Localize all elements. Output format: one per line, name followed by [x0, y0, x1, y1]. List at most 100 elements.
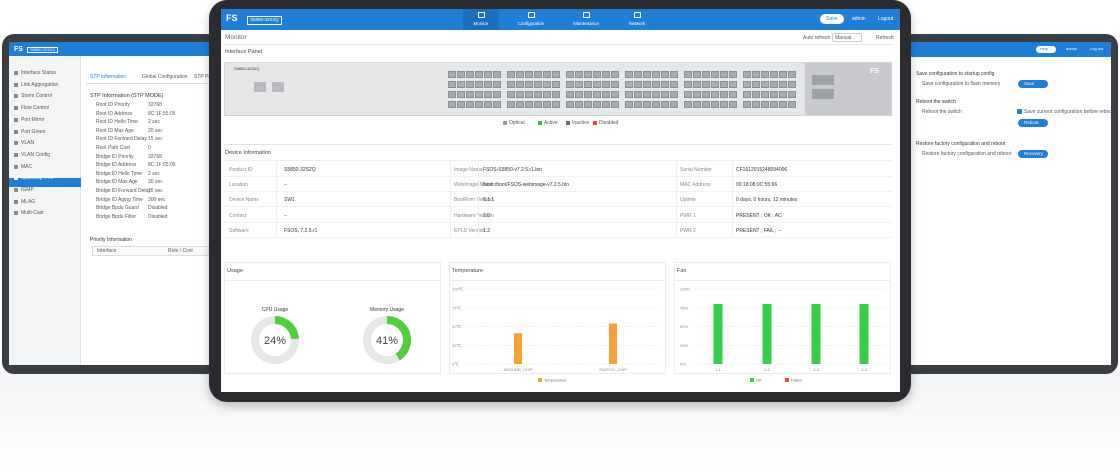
left-menu-item[interactable]: Port Green	[21, 128, 46, 135]
port	[661, 101, 669, 108]
right-button-label[interactable]: Save	[1024, 81, 1035, 86]
nav-item[interactable]: Maintenance	[573, 21, 599, 26]
port	[693, 81, 701, 88]
user[interactable]: admin	[852, 16, 866, 22]
col-line	[276, 160, 277, 238]
left-tab[interactable]: STP Port	[194, 74, 215, 80]
nav-item[interactable]: Network	[628, 21, 646, 26]
mode[interactable]: Manual	[835, 35, 852, 41]
port	[643, 71, 651, 78]
port	[466, 71, 474, 78]
left-menu-item[interactable]: MLAG	[21, 198, 36, 205]
donut-arc	[363, 316, 411, 364]
bar-value-label: 41	[516, 328, 520, 332]
left-row-value: Disabled	[148, 213, 168, 220]
qsfp-port	[812, 75, 834, 85]
left-menu-icon	[14, 106, 18, 111]
left-menu-item[interactable]: Interface Status	[21, 70, 57, 76]
port	[729, 81, 737, 88]
left-menu-item[interactable]: VLAN Config	[21, 151, 50, 158]
port	[634, 101, 642, 108]
left-menu-item[interactable]: Spanning Tree	[21, 175, 54, 182]
right-section-desc: Restore factory configuration and reboot	[922, 151, 1012, 157]
port	[507, 71, 515, 78]
port	[543, 101, 551, 108]
device-info-table	[224, 160, 892, 238]
port	[661, 71, 669, 78]
port	[457, 71, 465, 78]
port	[534, 91, 542, 98]
left-menu-item[interactable]: Port Mirror	[21, 116, 45, 123]
left-row-value: 8C:1F:55:05	[148, 110, 176, 117]
card	[224, 262, 441, 374]
right-button[interactable]	[1018, 119, 1048, 127]
bar	[762, 304, 772, 364]
port	[661, 81, 669, 88]
info-value: PRESENT ; OK ; AC	[736, 212, 782, 219]
left-priority-head: Role / Cost	[168, 248, 193, 254]
left-menu-item[interactable]: IGMP	[21, 187, 34, 193]
left-row-key: Bridge Bpdu Filter	[96, 213, 137, 220]
row-line	[224, 191, 892, 193]
port	[634, 81, 642, 88]
info-key: BootRom Version	[454, 197, 493, 204]
info-value: S5850-32S2Q	[284, 167, 316, 173]
right-logout[interactable]: Log out	[1090, 46, 1104, 51]
port	[643, 101, 651, 108]
port	[575, 81, 583, 88]
left-menu-item[interactable]: Storm Control	[21, 93, 52, 100]
port	[625, 91, 633, 98]
legend-label: Inactive	[572, 120, 590, 126]
port	[493, 71, 501, 78]
right-option[interactable]: Save current configuration before reboot	[1024, 109, 1114, 115]
donut-value: 24%	[264, 335, 286, 347]
nav-item[interactable]: Monitor	[473, 21, 489, 26]
port	[552, 81, 560, 88]
left-row-key: Bridge ID Aging Time	[96, 196, 143, 203]
port	[493, 101, 501, 108]
port	[525, 81, 533, 88]
left-tab[interactable]: STP Information	[90, 74, 127, 80]
right-button-label[interactable]: Recovery	[1024, 151, 1044, 156]
port	[711, 91, 719, 98]
mgmt-port	[272, 82, 284, 92]
save-btn[interactable]	[820, 14, 844, 24]
left-menu-item[interactable]: MAC	[21, 163, 33, 170]
port	[534, 71, 542, 78]
left-menu-item[interactable]: Multi-Cast	[21, 210, 44, 217]
right-button-label[interactable]: Reboot	[1024, 120, 1039, 125]
port	[602, 81, 610, 88]
donut-label: CPU Usage	[262, 307, 289, 313]
port	[457, 91, 465, 98]
left-menu-item[interactable]: Flow Control	[21, 105, 50, 112]
left-section-title: STP Information (STP MODE)	[90, 93, 164, 99]
right-button[interactable]	[1018, 80, 1048, 88]
port	[507, 101, 515, 108]
info-key: WebImage Name	[454, 182, 493, 189]
port	[566, 101, 574, 108]
right-button[interactable]	[1018, 150, 1048, 158]
right-section-title: Save configuration to startup config	[916, 71, 995, 77]
right-help[interactable]: Help	[1040, 46, 1049, 51]
info-value: 2.0	[483, 212, 490, 219]
row-line	[224, 236, 892, 238]
mgmt-port	[254, 82, 266, 92]
port	[448, 81, 456, 88]
save-label[interactable]: Save	[826, 16, 838, 22]
logout[interactable]: Logout	[878, 16, 894, 22]
left-menu-item[interactable]: Link Aggregation	[21, 81, 59, 88]
port	[779, 101, 787, 108]
auto-refresh: Auto refresh	[803, 35, 831, 41]
mode-select[interactable]	[832, 33, 862, 42]
left-menu-item[interactable]: VLAN	[21, 140, 35, 147]
refresh[interactable]: Refresh	[876, 35, 894, 41]
nav-item[interactable]: Configuration	[517, 21, 545, 26]
left-tab[interactable]: Global Configuration	[142, 74, 188, 80]
main-header	[221, 9, 900, 30]
panel-model: S5850-32S2Q	[234, 66, 260, 71]
info-key: EPLD Version	[454, 227, 486, 234]
left-header	[9, 42, 227, 56]
col-line	[478, 160, 479, 238]
right-user[interactable]: admin	[1066, 46, 1077, 51]
